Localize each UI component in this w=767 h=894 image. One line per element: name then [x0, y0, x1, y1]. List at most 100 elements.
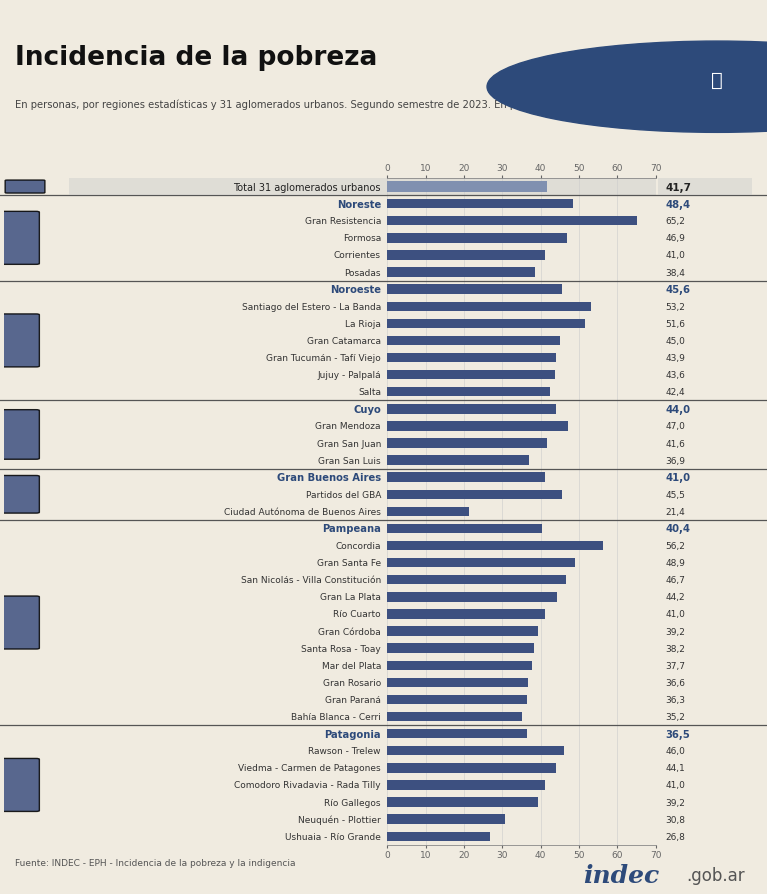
Text: 44,1: 44,1: [666, 763, 686, 772]
Text: Comodoro Rivadavia - Rada Tilly: Comodoro Rivadavia - Rada Tilly: [235, 780, 381, 789]
Bar: [387, 490, 561, 500]
FancyBboxPatch shape: [0, 410, 39, 460]
Bar: [387, 199, 573, 209]
Text: .gob.ar: .gob.ar: [686, 866, 745, 884]
Text: 45,6: 45,6: [666, 285, 690, 295]
Text: 65,2: 65,2: [666, 217, 686, 226]
Text: 48,4: 48,4: [666, 199, 691, 209]
Bar: [387, 661, 532, 670]
Text: 👥: 👥: [711, 71, 723, 89]
Text: Concordia: Concordia: [335, 542, 381, 551]
Text: Cuyo: Cuyo: [354, 404, 381, 414]
Text: 41,7: 41,7: [666, 182, 692, 192]
Text: 46,7: 46,7: [666, 576, 686, 585]
Text: 46,0: 46,0: [666, 746, 686, 755]
Text: Rawson - Trelew: Rawson - Trelew: [308, 746, 381, 755]
Text: 46,9: 46,9: [666, 234, 686, 243]
Text: 36,6: 36,6: [666, 678, 686, 687]
Bar: [387, 388, 550, 397]
Circle shape: [487, 42, 767, 133]
Text: 44,0: 44,0: [666, 404, 690, 414]
Text: Partidos del GBA: Partidos del GBA: [305, 490, 381, 499]
Text: 43,9: 43,9: [666, 354, 686, 363]
Bar: [387, 179, 656, 196]
Text: Fuente: INDEC - EPH - Incidencia de la pobreza y la indigencia: Fuente: INDEC - EPH - Incidencia de la p…: [15, 857, 296, 866]
Text: 38,2: 38,2: [666, 644, 686, 653]
Text: 30,8: 30,8: [666, 814, 686, 823]
Bar: [387, 763, 556, 772]
Text: Gran Santa Fe: Gran Santa Fe: [317, 559, 381, 568]
Bar: [387, 695, 526, 704]
Text: Río Gallegos: Río Gallegos: [324, 797, 381, 806]
Text: Santiago del Estero - La Banda: Santiago del Estero - La Banda: [242, 302, 381, 311]
Bar: [387, 678, 528, 687]
Bar: [387, 182, 548, 192]
Text: Gran Resistencia: Gran Resistencia: [304, 217, 381, 226]
Text: 44,2: 44,2: [666, 593, 685, 602]
Text: Salta: Salta: [358, 388, 381, 397]
Text: 41,0: 41,0: [666, 610, 686, 619]
Text: En personas, por regiones estadísticas y 31 aglomerados urbanos. Segundo semestr: En personas, por regiones estadísticas y…: [15, 100, 568, 110]
Bar: [387, 610, 545, 619]
Text: Corrientes: Corrientes: [334, 251, 381, 260]
Bar: [387, 405, 556, 414]
FancyBboxPatch shape: [5, 181, 45, 194]
Text: 41,0: 41,0: [666, 780, 686, 789]
Text: 47,0: 47,0: [666, 422, 686, 431]
Bar: [387, 439, 547, 448]
Text: Gran San Luis: Gran San Luis: [318, 456, 381, 465]
Text: 45,0: 45,0: [666, 336, 686, 346]
Text: Ciudad Autónoma de Buenos Aires: Ciudad Autónoma de Buenos Aires: [224, 507, 381, 517]
Bar: [387, 285, 562, 294]
Text: 21,4: 21,4: [666, 507, 686, 517]
Bar: [387, 268, 535, 277]
Text: Gran Rosario: Gran Rosario: [323, 678, 381, 687]
Text: Gran Mendoza: Gran Mendoza: [315, 422, 381, 431]
Text: 37,7: 37,7: [666, 661, 686, 670]
Bar: [387, 730, 528, 738]
Text: Viedma - Carmen de Patagones: Viedma - Carmen de Patagones: [239, 763, 381, 772]
Text: Gran Córdoba: Gran Córdoba: [318, 627, 381, 636]
Text: Gran Catamarca: Gran Catamarca: [307, 336, 381, 346]
Text: 41,6: 41,6: [666, 439, 686, 448]
Text: Santa Rosa - Toay: Santa Rosa - Toay: [301, 644, 381, 653]
Text: Bahía Blanca - Cerri: Bahía Blanca - Cerri: [291, 713, 381, 721]
Bar: [387, 627, 538, 636]
Bar: [387, 559, 575, 568]
Text: Gran San Juan: Gran San Juan: [317, 439, 381, 448]
Bar: [387, 541, 603, 551]
Text: indec: indec: [583, 864, 659, 888]
Text: 41,0: 41,0: [666, 251, 686, 260]
Bar: [387, 319, 585, 329]
Text: Total 31 aglomerados urbanos: Total 31 aglomerados urbanos: [233, 182, 381, 192]
Bar: [387, 507, 469, 517]
Bar: [387, 353, 555, 363]
Text: 51,6: 51,6: [666, 319, 686, 328]
Text: 53,2: 53,2: [666, 302, 686, 311]
Text: Gran Paraná: Gran Paraná: [325, 696, 381, 704]
Bar: [387, 370, 555, 380]
Bar: [387, 593, 557, 602]
Text: Mar del Plata: Mar del Plata: [321, 661, 381, 670]
FancyBboxPatch shape: [0, 759, 39, 812]
Text: Gran Buenos Aires: Gran Buenos Aires: [277, 473, 381, 483]
Text: Jujuy - Palpalá: Jujuy - Palpalá: [318, 371, 381, 380]
Text: 36,3: 36,3: [666, 696, 686, 704]
Text: 45,5: 45,5: [666, 490, 686, 499]
Text: 41,0: 41,0: [666, 473, 690, 483]
Text: 43,6: 43,6: [666, 371, 686, 380]
Text: 38,4: 38,4: [666, 268, 686, 277]
Bar: [69, 179, 387, 196]
Text: Noroeste: Noroeste: [330, 285, 381, 295]
Text: 40,4: 40,4: [666, 524, 690, 534]
Bar: [387, 217, 637, 226]
Text: 36,9: 36,9: [666, 456, 686, 465]
Text: 42,4: 42,4: [666, 388, 685, 397]
Bar: [387, 780, 545, 789]
Bar: [387, 712, 522, 721]
Text: Formosa: Formosa: [343, 234, 381, 243]
Text: Neuquén - Plottier: Neuquén - Plottier: [298, 814, 381, 824]
Text: Gran Tucumán - Tafí Viejo: Gran Tucumán - Tafí Viejo: [266, 354, 381, 363]
Text: 48,9: 48,9: [666, 559, 686, 568]
Text: 36,5: 36,5: [666, 729, 690, 738]
